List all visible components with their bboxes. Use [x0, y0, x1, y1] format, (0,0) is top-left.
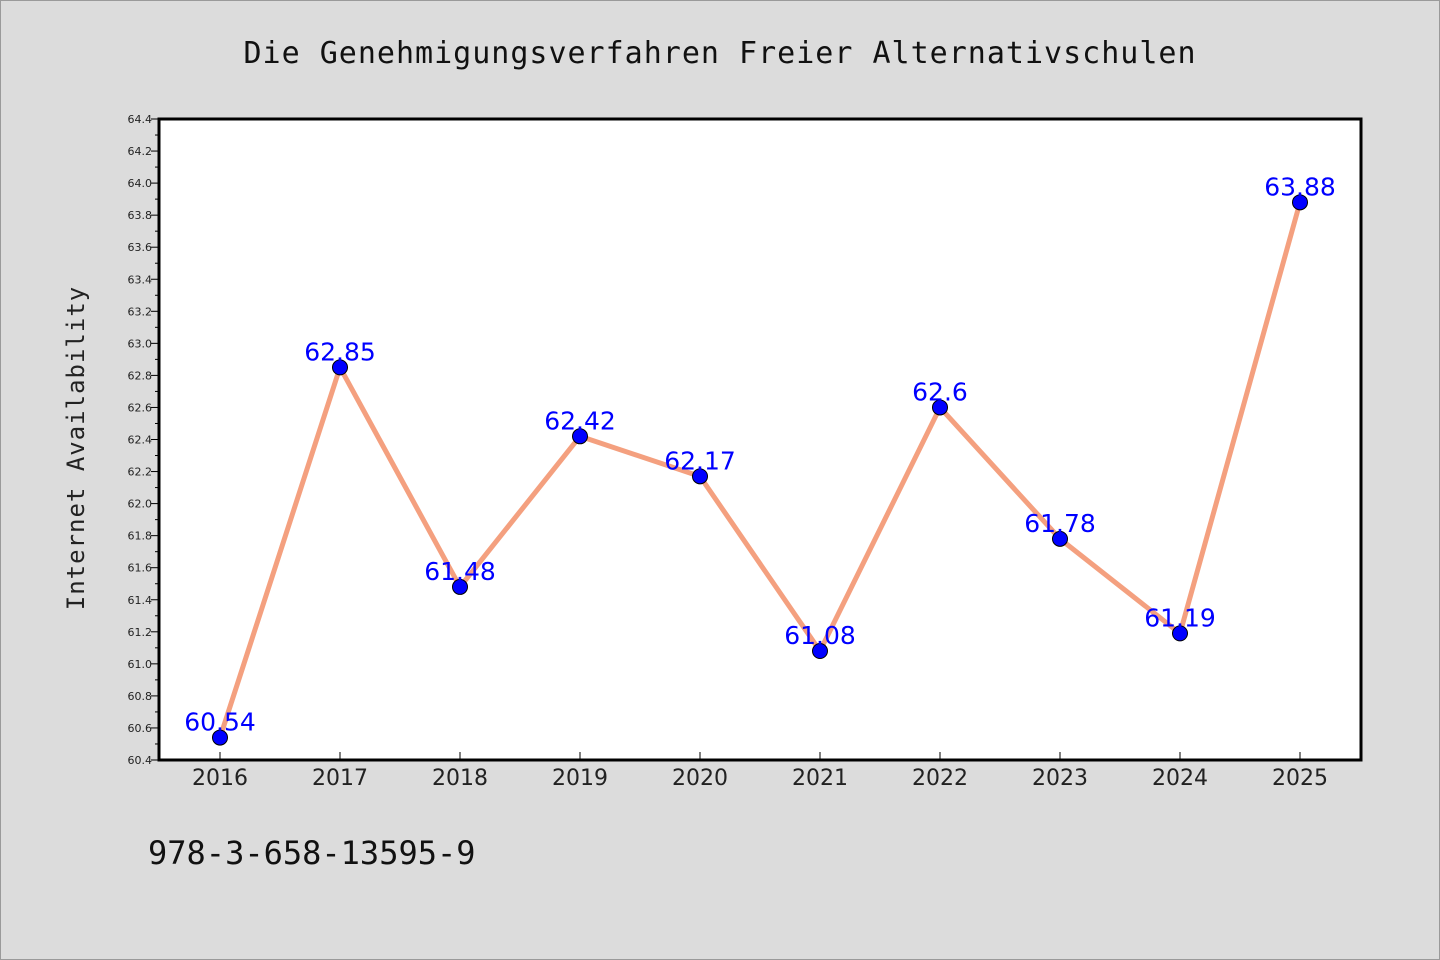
- y-tick-label: 63.4: [128, 273, 153, 286]
- data-label: 61.19: [1144, 603, 1216, 632]
- plot-area: [157, 117, 1363, 762]
- data-point: [692, 468, 708, 485]
- y-tick-label: 61.8: [128, 530, 153, 543]
- data-label: 62.17: [664, 446, 736, 475]
- y-tick-label: 60.6: [128, 722, 153, 735]
- data-label: 61.78: [1024, 509, 1096, 538]
- y-tick-label: 61.4: [128, 594, 153, 607]
- y-tick-label: 64.0: [128, 177, 153, 190]
- data-point: [932, 399, 948, 416]
- data-label: 62.42: [544, 406, 616, 435]
- data-point: [1052, 530, 1068, 547]
- footer-isbn: 978-3-658-13595-9: [148, 834, 476, 872]
- y-tick-label: 62.4: [128, 434, 153, 447]
- y-tick-label: 60.8: [128, 690, 153, 703]
- x-tick-label: 2019: [552, 766, 608, 791]
- y-tick-label: 62.0: [128, 498, 153, 511]
- data-point: [812, 643, 828, 660]
- y-tick-label: 63.0: [128, 337, 153, 350]
- data-label: 62.6: [912, 377, 968, 406]
- y-axis-label: Internet Availability: [62, 286, 90, 610]
- x-tick-label: 2016: [192, 766, 248, 791]
- data-label: 61.08: [784, 621, 856, 650]
- x-tick-label: 2021: [792, 766, 848, 791]
- y-tick-label: 64.2: [128, 145, 153, 158]
- y-tick-label: 63.6: [128, 241, 153, 254]
- y-tick-label: 61.6: [128, 562, 153, 575]
- series-layer: 60.54 62.85 61.48 62.42 62.17 61.08 62.6 61.78 6…: [184, 172, 1336, 746]
- x-tick-label: 2017: [312, 766, 368, 791]
- x-tick-label: 2024: [1152, 766, 1208, 791]
- x-tick-label: 2022: [912, 766, 968, 791]
- y-tick-label: 61.0: [128, 658, 153, 671]
- x-axis-ticks: 2016 2017 2018 2019 2020 2021 2022 2023 2024 2025: [192, 752, 1328, 791]
- data-label: 60.54: [184, 708, 256, 737]
- x-tick-label: 2023: [1032, 766, 1088, 791]
- data-point: [452, 578, 468, 595]
- y-tick-label: 61.2: [128, 626, 153, 639]
- data-point: [572, 428, 588, 445]
- y-tick-label: 62.6: [128, 401, 153, 414]
- series-line: [217, 199, 1303, 741]
- x-tick-label: 2018: [432, 766, 488, 791]
- y-axis-ticks: 60.4 60.6 60.8 61.0 61.2 61.4 61.6 61.8 62.0 62.2…: [128, 113, 159, 767]
- y-tick-label: 63.2: [128, 305, 153, 318]
- y-tick-label: 64.4: [128, 113, 153, 126]
- y-tick-label: 60.4: [128, 754, 153, 767]
- data-point: [1292, 194, 1308, 211]
- data-point: [212, 729, 228, 746]
- data-point: [332, 359, 348, 376]
- data-point: [1172, 625, 1188, 642]
- y-tick-label: 62.2: [128, 466, 153, 479]
- y-tick-label: 63.8: [128, 209, 153, 222]
- data-label: 62.85: [304, 337, 376, 366]
- chart-title: Die Genehmigungsverfahren Freier Alterna…: [243, 36, 1196, 71]
- data-label: 63.88: [1264, 172, 1336, 201]
- y-tick-label: 62.8: [128, 369, 153, 382]
- data-label: 61.48: [424, 557, 496, 586]
- x-tick-label: 2020: [672, 766, 728, 791]
- x-tick-label: 2025: [1272, 766, 1328, 791]
